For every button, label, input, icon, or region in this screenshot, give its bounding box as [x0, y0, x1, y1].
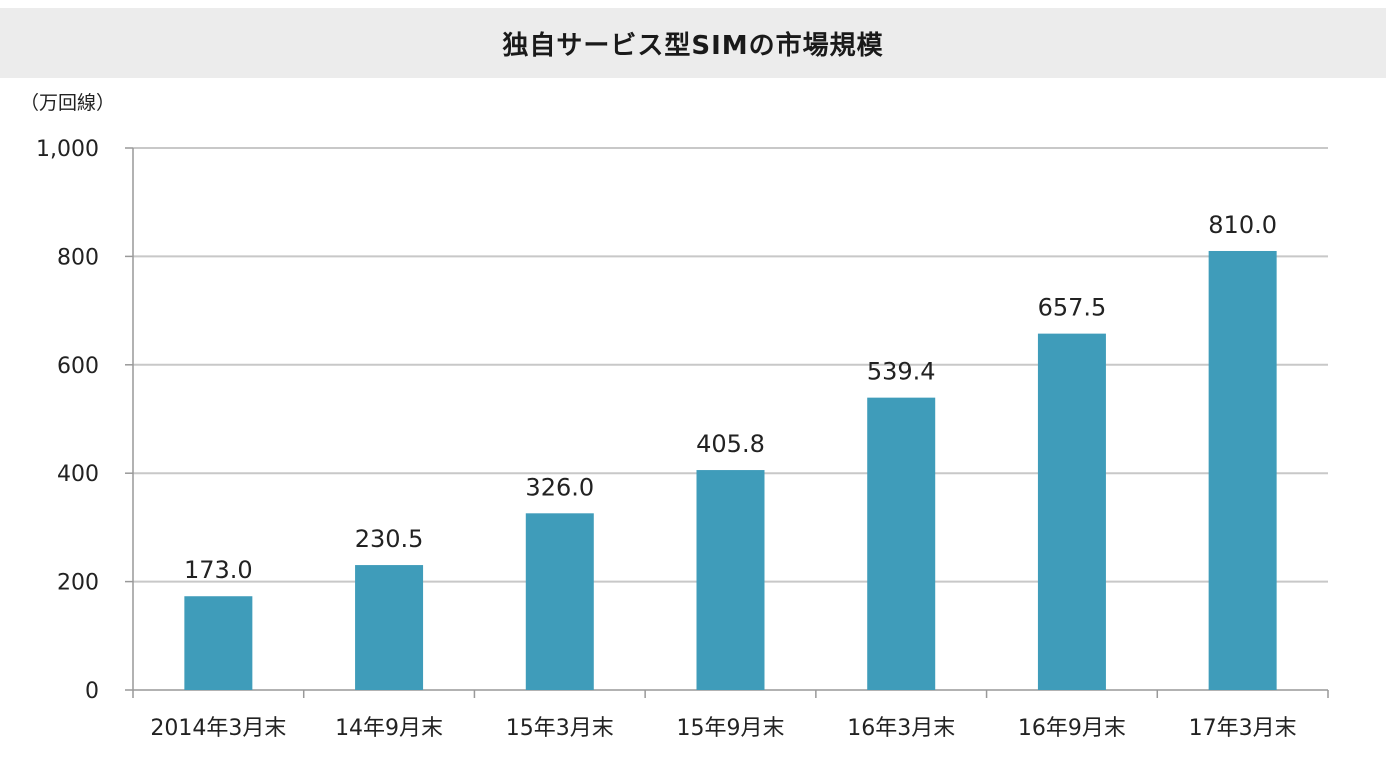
- y-tick-label: 800: [57, 245, 99, 270]
- x-tick-label: 15年9月末: [677, 716, 785, 741]
- bar: [525, 513, 594, 690]
- chart-title: 独自サービス型SIMの市場規模: [502, 30, 884, 61]
- y-axis-unit-label: （万回線）: [20, 92, 116, 114]
- bar: [184, 596, 253, 690]
- x-tick-label: 17年3月末: [1189, 716, 1297, 741]
- x-tick-label: 2014年3月末: [150, 716, 286, 741]
- data-label: 326.0: [525, 473, 594, 501]
- y-tick-label: 400: [57, 462, 99, 487]
- bar: [355, 565, 424, 690]
- data-label: 405.8: [696, 430, 765, 458]
- data-label: 810.0: [1208, 211, 1277, 239]
- data-label: 657.5: [1038, 294, 1107, 322]
- y-tick-label: 600: [57, 354, 99, 379]
- y-tick-label: 1,000: [36, 137, 99, 162]
- bar: [1037, 333, 1106, 690]
- x-tick-label: 16年9月末: [1018, 716, 1126, 741]
- x-tick-label: 15年3月末: [506, 716, 614, 741]
- bar: [867, 397, 936, 690]
- data-label: 230.5: [355, 525, 424, 553]
- data-label: 539.4: [867, 358, 936, 386]
- data-label: 173.0: [184, 556, 253, 584]
- x-tick-label: 14年9月末: [335, 716, 443, 741]
- chart-title-bar: 独自サービス型SIMの市場規模: [0, 8, 1386, 78]
- x-tick-label: 16年3月末: [847, 716, 955, 741]
- y-tick-label: 0: [85, 679, 99, 704]
- y-tick-label: 200: [57, 571, 99, 596]
- bar: [696, 470, 765, 690]
- bar: [1208, 250, 1277, 691]
